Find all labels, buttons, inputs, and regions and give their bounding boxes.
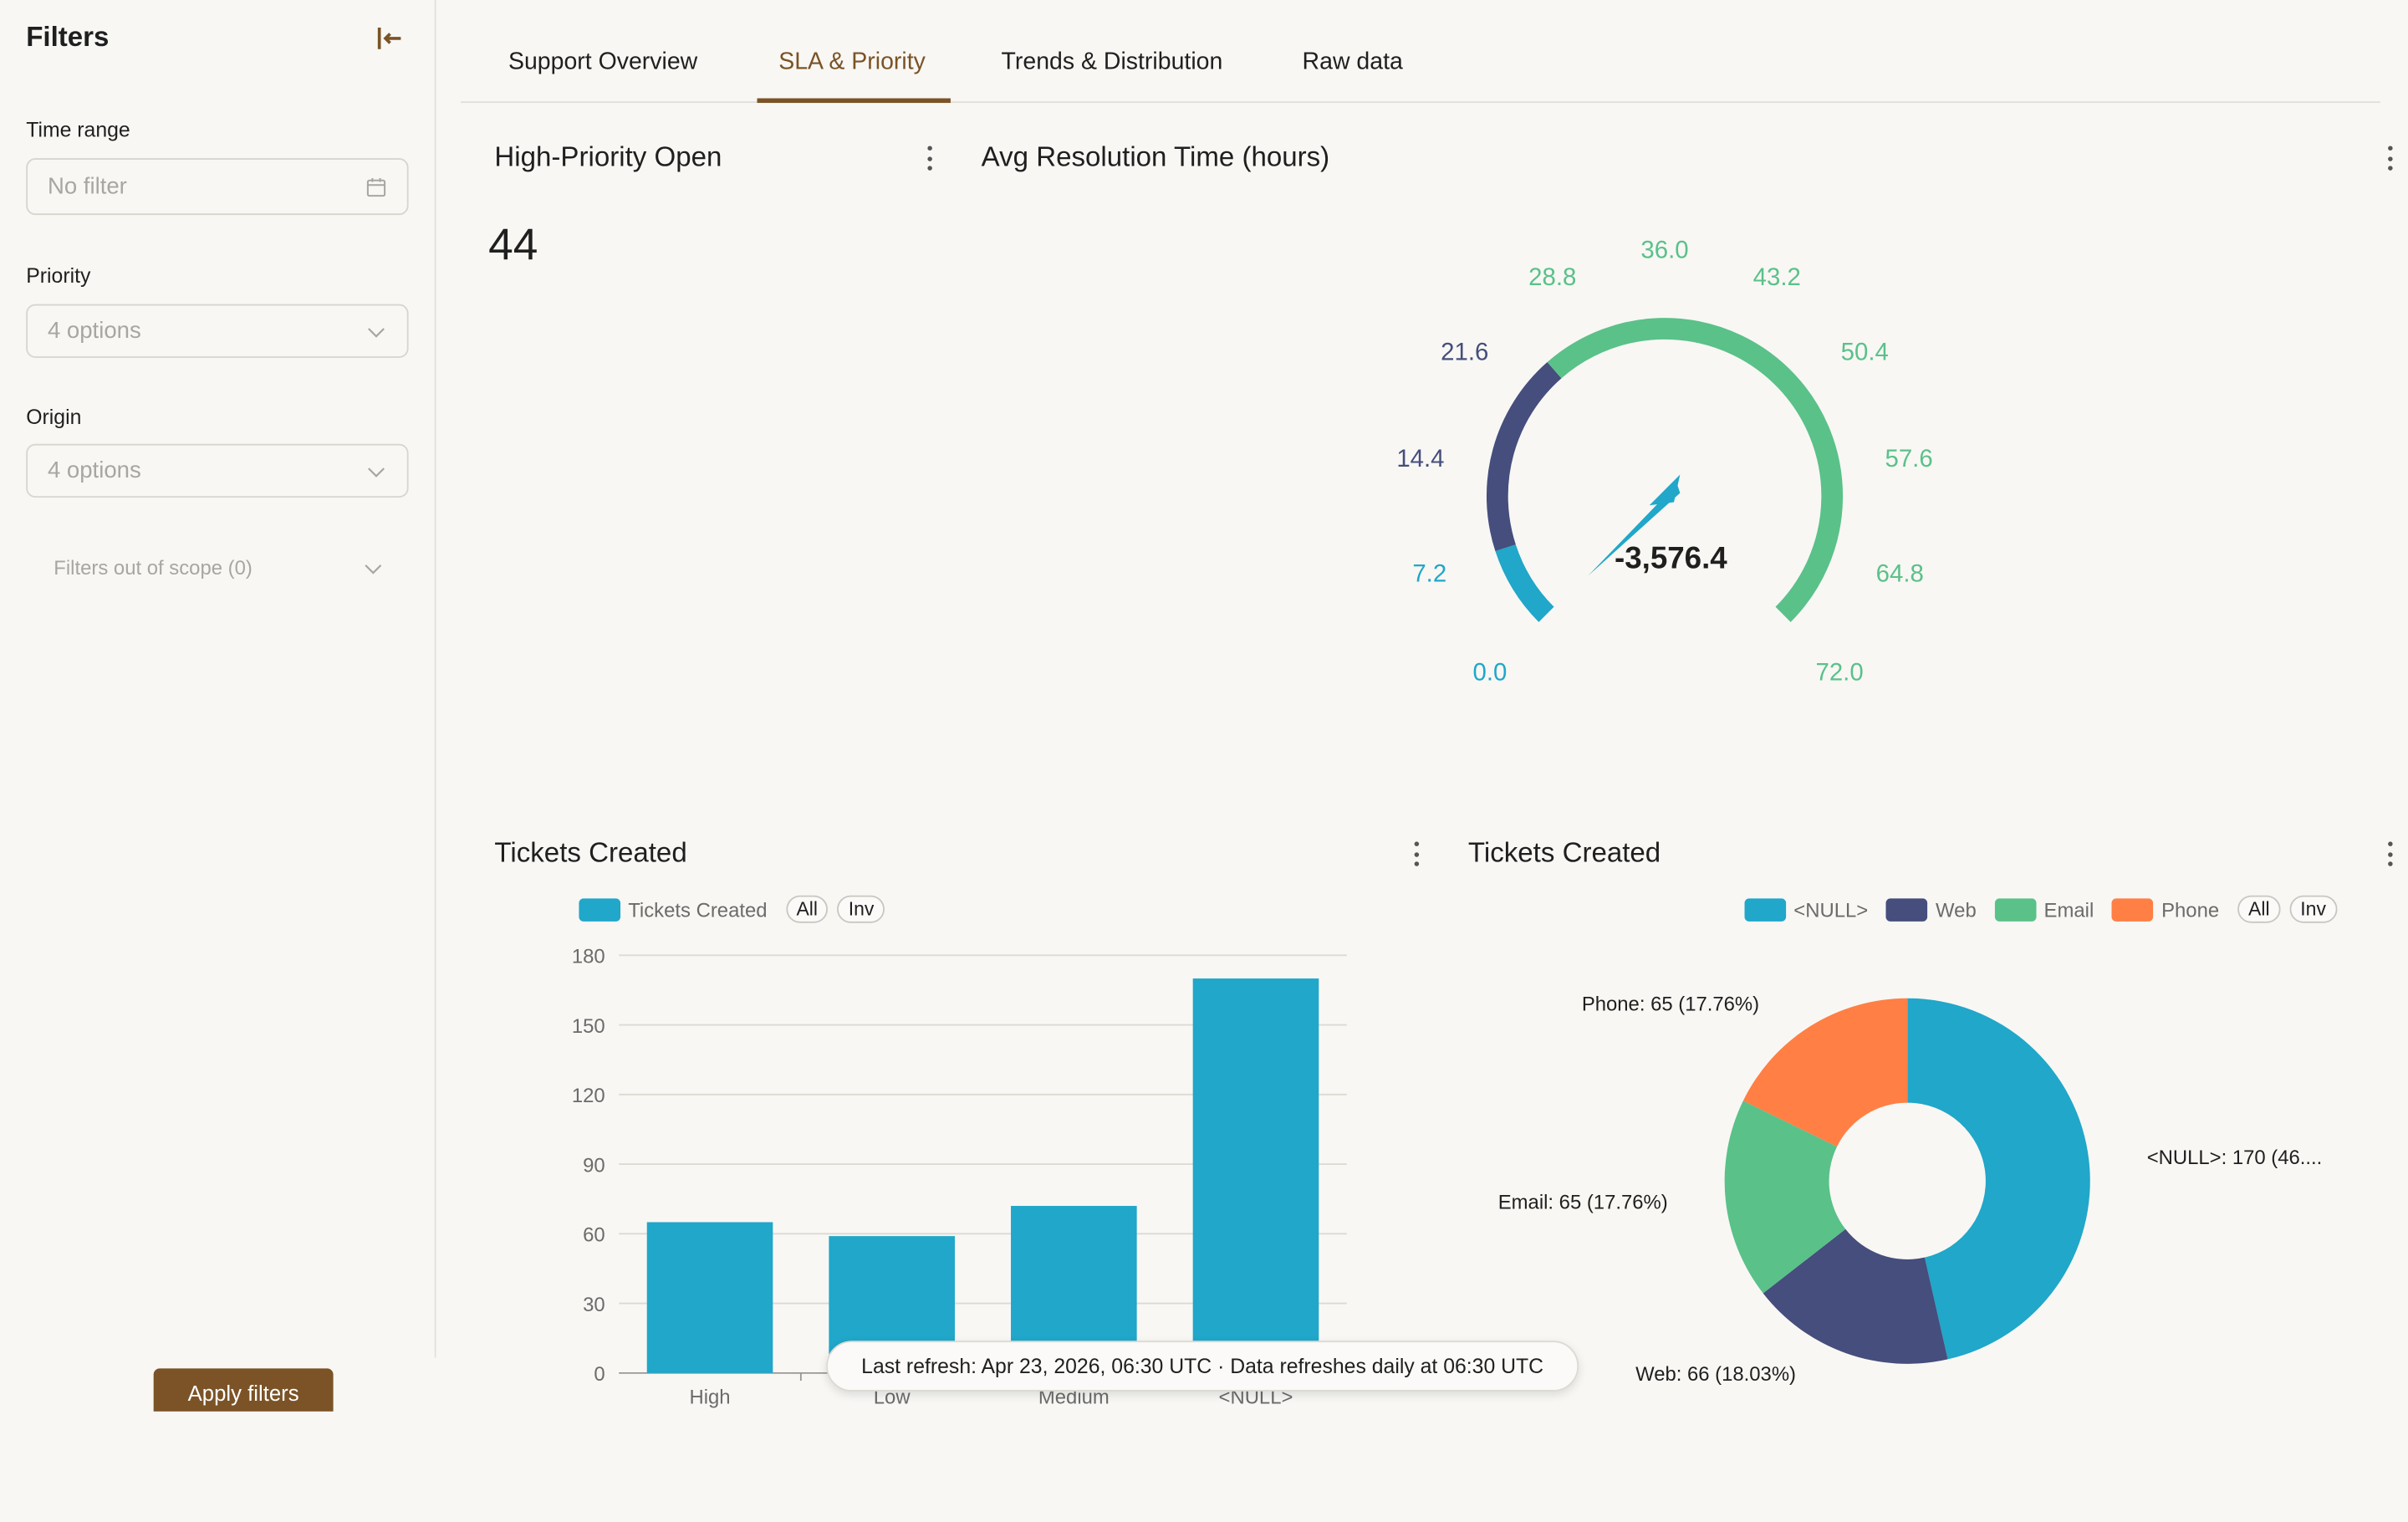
tab-trends-distribution[interactable]: Trends & Distribution [1001,49,1223,75]
origin-label: Origin [26,405,82,429]
y-tick-label: 60 [583,1224,605,1247]
gauge-tick-label: 36.0 [1640,237,1688,264]
legend-inv-button[interactable]: Inv [2289,895,2337,923]
gauge-tick-label: 72.0 [1816,658,1864,686]
calendar-icon [366,177,386,197]
pie-slice[interactable] [1907,998,2090,1360]
priority-select[interactable]: 4 options [26,304,409,358]
time-range-label: Time range [26,118,130,141]
y-tick-label: 150 [572,1015,605,1038]
legend-swatch [1744,897,1787,921]
kpi-menu-button[interactable] [921,143,936,174]
legend-swatch [1994,897,2037,921]
chevron-down-icon [368,327,385,337]
y-tick-label: 180 [572,946,605,968]
pie-data-label: Web: 66 (18.03%) [1635,1363,1796,1386]
pie-data-label: <NULL>: 170 (46.... [2147,1147,2323,1169]
dashboard-tabs: Support Overview SLA & Priority Trends &… [461,0,2380,104]
filters-out-of-scope-toggle[interactable]: Filters out of scope (0) [54,555,384,580]
collapse-sidebar-button[interactable] [369,18,409,59]
y-tick-label: 30 [583,1294,605,1316]
pie-data-label: Email: 65 (17.76%) [1498,1191,1668,1213]
apply-filters-button[interactable]: Apply filters [153,1368,334,1418]
pie-slice[interactable] [1763,1228,1948,1364]
filters-title: Filters [26,21,110,53]
pie-chart-menu-button[interactable] [2382,839,2397,870]
refresh-toast-text: Last refresh: Apr 23, 2026, 06:30 UTC · … [861,1354,1544,1378]
priority-value: 4 options [47,318,141,345]
gauge-value-label: -3,576.4 [1615,541,1727,575]
time-range-value: No filter [47,173,127,200]
gauge-tick-label: 7.2 [1412,560,1446,588]
legend-swatch [579,897,621,921]
origin-value: 4 options [47,457,141,484]
pie-chart-title: Tickets Created [1467,836,1661,868]
y-tick-label: 0 [594,1363,605,1386]
gauge-menu-button[interactable] [2382,143,2397,174]
bar[interactable] [646,1222,773,1373]
bar[interactable] [1192,978,1319,1373]
tab-sla-priority[interactable]: SLA & Priority [778,49,926,75]
legend-label: Email [2043,897,2094,921]
pie-slice[interactable] [1724,1101,1846,1294]
gauge-tick-label: 21.6 [1441,338,1488,365]
x-tick-label: High [689,1387,730,1409]
legend-label: Phone [2161,897,2220,921]
gauge-tick-label: 50.4 [1841,338,1889,365]
gauge-pointer [1588,483,1681,576]
kpi-title: High-Priority Open [494,140,722,172]
kpi-value: 44 [488,221,538,271]
chevron-down-icon [365,564,382,574]
y-tick-label: 90 [583,1154,605,1177]
legend-all-button[interactable]: All [2237,895,2281,923]
collapse-left-icon [377,28,401,49]
origin-select[interactable]: 4 options [26,443,409,498]
legend-item-null[interactable]: <NULL> [1744,897,1869,921]
page-footer-area [0,1411,2408,1522]
active-tab-indicator [757,98,951,104]
tab-raw-data[interactable]: Raw data [1302,49,1403,75]
pie-chart: <NULL>: 170 (46.... Web: 66 (18.03%) Email… [1498,993,2323,1386]
legend-swatch [2112,897,2154,921]
time-range-input[interactable]: No filter [26,158,409,216]
gauge-band-0 [1495,544,1554,622]
bar-chart-menu-button[interactable] [1408,839,1423,870]
legend-item-tickets-created[interactable]: Tickets Created [579,897,768,921]
chevron-down-icon [368,467,385,477]
y-tick-label: 120 [572,1085,605,1107]
legend-item-web[interactable]: Web [1886,897,1977,921]
legend-swatch [1886,897,1928,921]
filters-out-of-scope-label: Filters out of scope (0) [54,555,253,580]
gauge-tick-label: 28.8 [1528,263,1576,291]
bar-chart-legend: Tickets Created All Inv [579,895,885,923]
legend-item-phone[interactable]: Phone [2112,897,2219,921]
gauge-tick-label: 14.4 [1396,445,1444,472]
legend-label: Web [1936,897,1977,921]
gauge-tick-label: 0.0 [1472,658,1507,686]
legend-label: <NULL> [1793,897,1869,921]
pie-data-label: Phone: 65 (17.76%) [1582,993,1759,1015]
gauge-band-2 [1547,318,1844,622]
gauge-tick-label: 57.6 [1885,445,1932,472]
gauge-pointer-head [1649,474,1681,506]
legend-inv-button[interactable]: Inv [837,895,885,923]
gauge-tick-label: 64.8 [1876,560,1924,588]
pie-slice[interactable] [1742,998,1908,1147]
pie-chart-legend: <NULL> Web Email Phone All Inv [1744,895,2337,923]
refresh-toast: Last refresh: Apr 23, 2026, 06:30 UTC · … [826,1341,1579,1392]
tab-support-overview[interactable]: Support Overview [508,49,698,75]
gauge-title: Avg Resolution Time (hours) [981,140,1330,172]
filters-sidebar: Filters Time range No filter Priority 4 … [0,0,436,1358]
gauge-chart: 0.0 7.2 14.4 21.6 28.8 36.0 43.2 50.4 57.6 64.8 72… [1396,237,1932,687]
priority-label: Priority [26,263,91,288]
gauge-tick-label: 43.2 [1753,263,1801,291]
bar-chart-title: Tickets Created [494,836,687,868]
legend-all-button[interactable]: All [785,895,829,923]
legend-label: Tickets Created [628,897,768,921]
legend-item-email[interactable]: Email [1994,897,2094,921]
gauge-band-1 [1487,362,1562,552]
